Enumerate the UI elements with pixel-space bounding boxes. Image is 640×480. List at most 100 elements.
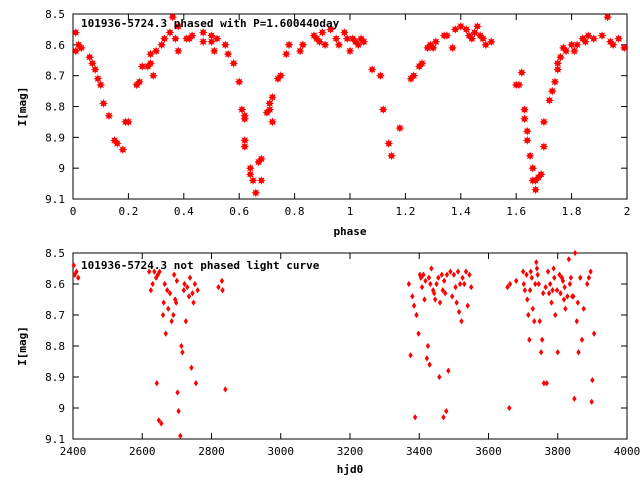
bottom-data-point <box>192 280 198 288</box>
bottom-data-point <box>166 305 171 312</box>
top-data-point <box>428 43 438 53</box>
bottom-data-point <box>434 280 439 288</box>
top-data-point <box>359 37 369 47</box>
bottom-data-point <box>449 293 455 300</box>
bottom-x-tick-label: 2400 <box>60 445 87 458</box>
bottom-data-point <box>561 296 567 303</box>
bottom-data-point <box>562 283 567 291</box>
top-data-point <box>614 34 624 44</box>
top-data-point <box>76 43 86 53</box>
bottom-data-point <box>572 249 578 257</box>
bottom-data-point <box>443 290 448 297</box>
bottom-data-point <box>161 299 166 306</box>
top-data-point <box>165 28 175 37</box>
bottom-data-point <box>469 283 474 291</box>
bottom-data-point <box>162 280 167 288</box>
bottom-data-point <box>185 283 190 291</box>
bottom-data-point <box>421 271 426 278</box>
bottom-data-point <box>507 280 513 288</box>
bottom-data-point <box>507 404 512 412</box>
bottom-data-point <box>180 349 185 356</box>
top-data-point <box>331 34 341 44</box>
bottom-data-point <box>527 336 532 343</box>
bottom-y-tick-label: 8.9 <box>45 371 65 384</box>
bottom-data-point <box>524 271 529 278</box>
bottom-data-point <box>428 280 433 288</box>
top-y-tick-label: 8.5 <box>45 8 65 21</box>
top-data-point <box>251 188 261 198</box>
top-data-point <box>207 37 216 47</box>
bottom-data-point <box>588 268 593 275</box>
bottom-data-point <box>538 349 544 356</box>
top-data-point <box>603 12 612 22</box>
bottom-data-point <box>414 311 419 319</box>
bottom-data-point <box>148 287 154 294</box>
bottom-data-point <box>426 274 432 281</box>
bottom-data-point <box>171 271 177 278</box>
bottom-data-point <box>419 283 425 291</box>
top-data-point <box>522 126 532 136</box>
top-data-point <box>320 40 330 50</box>
top-data-point <box>334 40 344 50</box>
top-x-tick-label: 1.2 <box>395 205 415 218</box>
bottom-data-point <box>163 330 168 337</box>
bottom-data-point <box>545 268 551 275</box>
top-x-tick-label: 0.2 <box>118 205 138 218</box>
top-data-point <box>198 37 208 47</box>
top-data-point <box>187 31 197 40</box>
bottom-data-point <box>528 268 533 275</box>
bottom-data-point <box>156 417 162 424</box>
bottom-data-point <box>454 299 459 306</box>
top-x-tick-label: 1.6 <box>506 205 526 218</box>
top-data-point <box>597 31 607 40</box>
bottom-data-point <box>190 290 195 297</box>
top-data-point <box>525 151 535 161</box>
top-data-point <box>157 40 167 50</box>
top-x-tick-label: 0.8 <box>285 205 305 218</box>
bottom-data-point <box>178 432 183 440</box>
bottom-data-point <box>553 311 558 319</box>
bottom-data-point <box>406 280 412 288</box>
bottom-data-point <box>533 280 538 288</box>
bottom-data-point <box>525 296 530 303</box>
bottom-data-point <box>543 283 548 291</box>
top-x-tick-label: 1.4 <box>451 205 471 218</box>
bottom-x-tick-label: 2800 <box>198 445 225 458</box>
bottom-data-point <box>529 274 534 281</box>
top-data-point <box>240 142 250 151</box>
top-data-point <box>96 80 106 90</box>
bottom-x-tick-label: 3600 <box>475 445 502 458</box>
top-data-point <box>340 28 349 37</box>
top-data-point <box>135 77 144 87</box>
bottom-data-point <box>555 349 560 356</box>
bottom-x-tick-label: 3200 <box>337 445 364 458</box>
bottom-data-point <box>568 274 574 281</box>
top-data-point <box>268 92 277 102</box>
bottom-data-point <box>532 318 537 325</box>
top-data-point <box>589 34 599 44</box>
bottom-data-point <box>590 376 595 384</box>
top-data-point <box>470 28 480 37</box>
top-data-point <box>234 77 244 87</box>
top-plot-frame <box>72 13 628 200</box>
bottom-data-point <box>173 299 179 306</box>
bottom-data-point <box>467 271 472 278</box>
top-data-point <box>112 139 122 148</box>
bottom-data-point <box>425 342 431 350</box>
bottom-data-point <box>581 305 586 312</box>
bottom-x-tick-label: 2600 <box>129 445 156 458</box>
top-data-point <box>583 31 593 40</box>
top-data-point <box>567 40 576 50</box>
bottom-data-point <box>437 373 442 381</box>
top-data-point <box>581 37 590 47</box>
bottom-data-point <box>565 293 570 300</box>
bottom-data-point <box>589 398 594 405</box>
bottom-data-point <box>522 287 528 294</box>
bottom-data-point <box>457 280 463 288</box>
top-data-point <box>173 46 183 56</box>
top-data-point <box>168 12 178 22</box>
top-data-point <box>378 105 388 114</box>
bottom-y-tick-label: 8.6 <box>45 278 65 291</box>
bottom-data-point <box>154 380 159 387</box>
top-data-point <box>561 46 571 56</box>
